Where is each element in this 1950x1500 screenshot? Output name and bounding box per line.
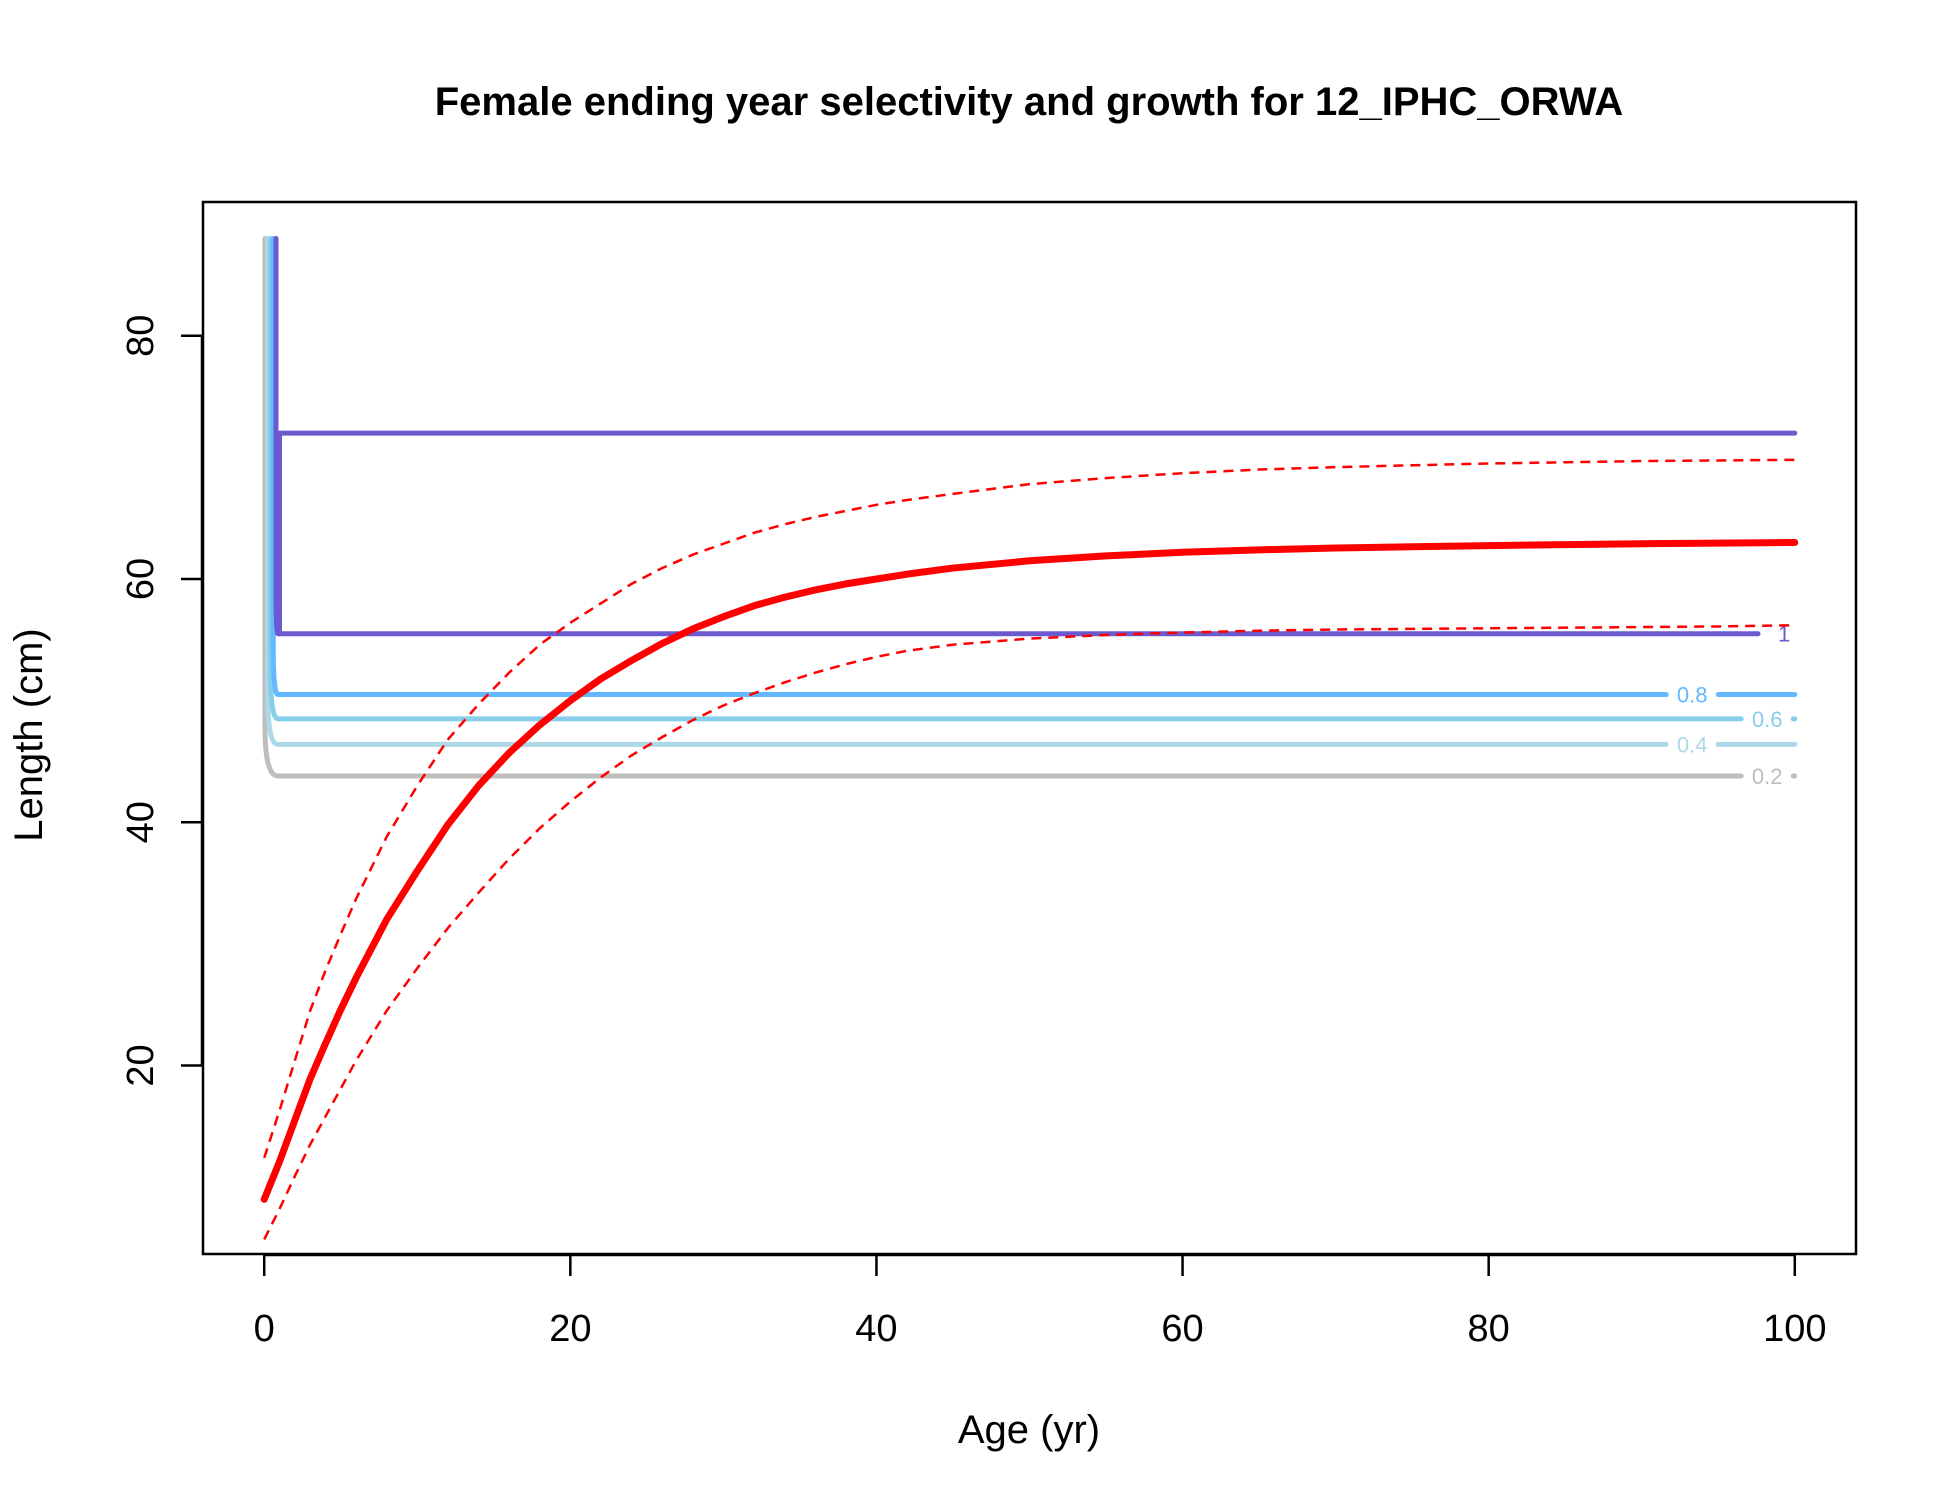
selectivity-contour-line: [262, 235, 1744, 779]
x-tick-label: 100: [1763, 1308, 1826, 1350]
x-tick-label: 60: [1161, 1308, 1203, 1350]
x-tick-label: 0: [254, 1308, 275, 1350]
selectivity-contour-label: 0.8: [1677, 683, 1708, 708]
selectivity-contour-line: [265, 235, 1669, 747]
x-axis-label: Age (yr): [958, 1408, 1100, 1452]
selectivity-contour-label: 0.2: [1752, 764, 1783, 789]
selectivity-contour-line: [270, 235, 1669, 698]
chart-title: Female ending year selectivity and growt…: [435, 80, 1624, 124]
y-axis-label: Length (cm): [7, 628, 51, 841]
growth-upper-interval-line: [263, 458, 1795, 1159]
plot-area: 0.2 0.4 0.6 0.8 1: [260, 235, 1799, 1240]
growth-mean-line: [260, 539, 1799, 1203]
selectivity-contour-line: [267, 235, 1744, 722]
y-tick-label: 20: [120, 1044, 162, 1086]
x-tick-label: 20: [549, 1308, 591, 1350]
x-tick-label: 80: [1468, 1308, 1510, 1350]
axes: 0 20 40 60 80 100 20 40 60 80: [120, 315, 1826, 1350]
selectivity-contour-label: 0.4: [1677, 732, 1708, 757]
selectivity-contour-label: 0.6: [1752, 707, 1783, 732]
growth-lower-interval-line: [263, 623, 1795, 1240]
y-tick-label: 80: [120, 315, 162, 357]
selectivity-contour-top-line: [277, 430, 1798, 637]
x-tick-label: 40: [855, 1308, 897, 1350]
selectivity-contour-label: 1: [1778, 622, 1790, 647]
selectivity-contour-line: [273, 235, 1761, 637]
y-tick-label: 60: [120, 558, 162, 600]
plot-frame: [201, 200, 1858, 1256]
y-tick-label: 40: [120, 801, 162, 843]
